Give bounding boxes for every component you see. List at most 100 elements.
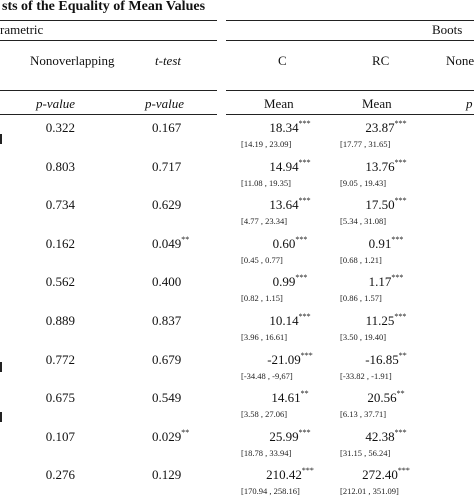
rc-mean-value: -16.85 (365, 352, 399, 367)
rc-confidence-interval: [3.50 , 19.40] (340, 332, 387, 342)
header-rule-bottom-right (226, 114, 474, 115)
rc-mean-significance: *** (394, 119, 407, 128)
header-rule-top-left (0, 90, 217, 91)
ttest-value: 0.717 (152, 159, 182, 174)
rc-mean-value: 272.40 (362, 467, 398, 482)
c-confidence-interval: [3.96 , 16.61] (241, 332, 288, 342)
c-confidence-interval: [0.82 , 1.15] (241, 293, 283, 303)
c-mean-value: 14.61 (271, 390, 301, 405)
subheader-mean-c: Mean (264, 96, 294, 111)
c-mean-significance: *** (298, 196, 311, 205)
header-rule-bottom-left (0, 114, 217, 115)
c-confidence-interval: [11.08 , 19.35] (241, 178, 291, 188)
rc-mean: 1.17*** (326, 273, 446, 289)
c-mean-value: 0.99 (272, 274, 296, 289)
rc-mean: 20.56** (326, 389, 446, 405)
table-title: sts of the Equality of Mean Values (2, 0, 206, 14)
rc-confidence-interval: [-33.82 , -1.91] (340, 371, 392, 381)
c-mean-significance: *** (298, 158, 311, 167)
rc-confidence-interval: [31.15 , 56.24] (340, 448, 391, 458)
nonoverlapping-pvalue: 0.562 (45, 274, 75, 289)
rc-mean: 272.40*** (326, 467, 446, 482)
rc-confidence-interval: [6.13 , 37.71] (340, 409, 387, 419)
ttest-value: 0.837 (152, 313, 182, 328)
c-mean: 18.34*** (0, 119, 474, 135)
ttest-pvalue: 0.549 (152, 391, 181, 404)
c-mean-value: 0.60 (272, 236, 296, 251)
rc-mean-value: 1.17 (368, 274, 392, 289)
c-mean-significance: *** (295, 273, 308, 282)
rc-mean-value: 11.25 (365, 313, 395, 328)
ttest-pvalue: 0.049** (152, 236, 189, 251)
rc-mean-significance: ** (398, 351, 407, 360)
c-mean-significance: *** (298, 428, 311, 437)
rc-mean: 0.91*** (326, 235, 446, 251)
ttest-pvalue: 0.029** (152, 429, 189, 444)
rc-mean: 17.50*** (326, 196, 446, 212)
rc-mean-significance: *** (394, 158, 407, 167)
c-mean-significance: *** (295, 235, 308, 244)
c-confidence-interval: [14.19 , 23.09] (241, 139, 292, 149)
ttest-pvalue: 0.837 (152, 314, 181, 327)
rc-mean-value: 0.91 (368, 236, 392, 251)
rc-mean-significance: *** (391, 273, 404, 282)
rc-mean-value: 20.56 (367, 390, 397, 405)
c-mean-value: 25.99 (269, 429, 299, 444)
column-header-nonoverlapping: Nonoverlapping (30, 53, 115, 68)
subheader-mean-rc: Mean (362, 96, 392, 111)
subheader-pvalue-1: p-value (36, 96, 75, 111)
c-mean: 0.99*** (0, 273, 474, 289)
rc-confidence-interval: [5.34 , 31.08] (340, 216, 387, 226)
c-mean-value: 210.42 (266, 467, 302, 482)
rc-confidence-interval: [0.68 , 1.21] (340, 255, 382, 265)
nonoverlapping-pvalue: 0.162 (45, 236, 75, 251)
c-mean: 10.14*** (0, 313, 474, 328)
rc-mean-value: 13.76 (365, 159, 395, 174)
group-underline-left (0, 40, 217, 41)
rc-mean-significance: *** (394, 428, 407, 437)
rc-mean-value: 42.38 (365, 429, 395, 444)
nonoverlapping-pvalue: 0.322 (45, 120, 75, 135)
nonoverlapping-pvalue: 0.772 (45, 352, 75, 367)
rc-confidence-interval: [17.77 , 31.65] (340, 139, 391, 149)
ttest-value: 0.167 (152, 120, 182, 135)
row-edge-mark (0, 412, 2, 422)
c-confidence-interval: [3.58 , 27.06] (241, 409, 288, 419)
ttest-pvalue: 0.629 (152, 198, 181, 211)
ttest-value: 0.629 (152, 197, 182, 212)
c-mean-value: 14.94 (269, 159, 299, 174)
rc-mean-value: 17.50 (365, 197, 395, 212)
rc-mean-significance: *** (394, 196, 407, 205)
rc-confidence-interval: [9.05 , 19.43] (340, 178, 387, 188)
column-header-ttest: t-test (155, 53, 181, 68)
c-confidence-interval: [0.45 , 0.77] (241, 255, 283, 265)
ttest-value: 0.549 (152, 390, 182, 405)
row-edge-mark (0, 134, 2, 144)
ttest-pvalue: 0.167 (152, 121, 181, 134)
row-edge-mark (0, 362, 2, 372)
rc-mean-significance: ** (396, 389, 405, 398)
c-mean-significance: *** (298, 119, 311, 128)
nonoverlapping-pvalue: 0.734 (45, 197, 75, 212)
c-confidence-interval: [4.77 , 23.34] (241, 216, 288, 226)
nonoverlapping-pvalue: 0.803 (45, 159, 75, 174)
nonoverlapping-pvalue: 0.107 (45, 429, 75, 444)
group-rule-right (226, 20, 474, 21)
rc-confidence-interval: [0.86 , 1.57] (340, 293, 382, 303)
c-mean: 14.61** (0, 389, 474, 405)
ttest-value: 0.029 (152, 429, 182, 444)
c-mean-value: -21.09 (267, 352, 301, 367)
c-mean-significance: ** (300, 389, 309, 398)
column-header-c: C (278, 53, 287, 68)
ttest-value: 0.049 (152, 236, 182, 251)
group-rule-left (0, 20, 217, 21)
group-underline-right (226, 40, 474, 41)
c-mean: 13.64*** (0, 196, 474, 212)
rc-mean-significance: *** (394, 312, 407, 321)
c-mean-value: 13.64 (269, 197, 299, 212)
rc-mean-significance: *** (391, 235, 404, 244)
c-mean: 14.94*** (0, 158, 474, 174)
header-rule-top-right (226, 90, 474, 91)
nonoverlapping-pvalue: 0.675 (45, 390, 75, 405)
rc-mean: 23.87*** (326, 119, 446, 135)
